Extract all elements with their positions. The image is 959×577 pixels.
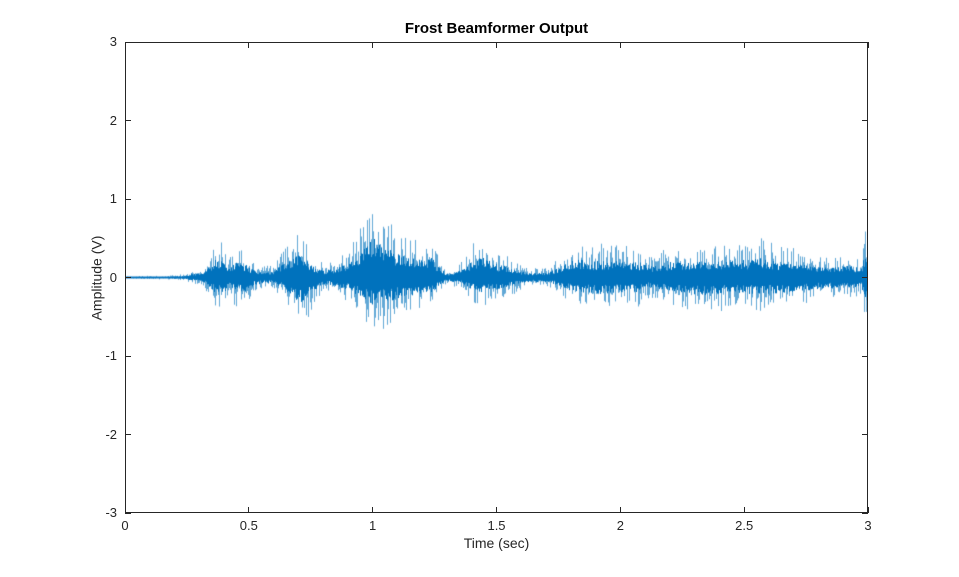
y-tick-mark (125, 277, 131, 278)
x-tick-label: 1.5 (487, 518, 506, 533)
x-tick-mark (619, 507, 621, 513)
y-tick-mark (125, 512, 131, 514)
x-tick-label: 1 (369, 518, 377, 533)
x-tick-mark (372, 42, 374, 48)
x-tick-mark (124, 42, 126, 48)
y-tick-label: -2 (105, 426, 117, 442)
y-axis-label: Amplitude (V) (88, 235, 105, 321)
x-tick-mark (867, 42, 869, 48)
y-tick-mark (125, 434, 131, 435)
y-tick-label: 2 (109, 112, 117, 128)
x-tick-mark (619, 42, 621, 48)
x-tick-mark (743, 42, 745, 48)
y-tick-mark (862, 434, 868, 435)
x-tick-mark (743, 507, 745, 513)
y-tick-label: 3 (109, 34, 117, 49)
y-tick-mark (862, 41, 868, 43)
x-tick-mark (248, 507, 250, 513)
y-tick-mark (862, 198, 868, 200)
y-tick-label: 0 (109, 269, 117, 285)
y-tick-mark (862, 512, 868, 514)
x-axis-label: Time (sec) (463, 535, 530, 551)
y-tick-label: 1 (109, 191, 117, 206)
y-tick-mark (862, 355, 868, 357)
plot-title: Frost Beamformer Output (404, 20, 589, 37)
y-tick-mark (125, 198, 131, 200)
y-tick-label: -1 (105, 348, 117, 363)
x-tick-mark (867, 507, 869, 513)
y-tick-mark (125, 120, 131, 121)
x-tick-mark (372, 507, 374, 513)
x-tick-label: 2.5 (735, 518, 754, 533)
y-tick-label: -3 (105, 505, 117, 520)
x-tick-mark (248, 42, 250, 48)
x-tick-mark (124, 507, 126, 513)
y-tick-mark (125, 355, 131, 357)
x-tick-mark (496, 507, 497, 513)
x-tick-label: 0.5 (239, 518, 258, 533)
x-tick-label: 0 (121, 518, 129, 533)
waveform-canvas (125, 42, 868, 513)
y-tick-mark (125, 41, 131, 43)
x-tick-mark (496, 42, 497, 48)
x-tick-label: 2 (616, 518, 624, 533)
x-tick-label: 3 (864, 518, 872, 533)
y-tick-mark (862, 120, 868, 121)
y-tick-mark (862, 277, 868, 278)
plot-area (124, 41, 869, 514)
